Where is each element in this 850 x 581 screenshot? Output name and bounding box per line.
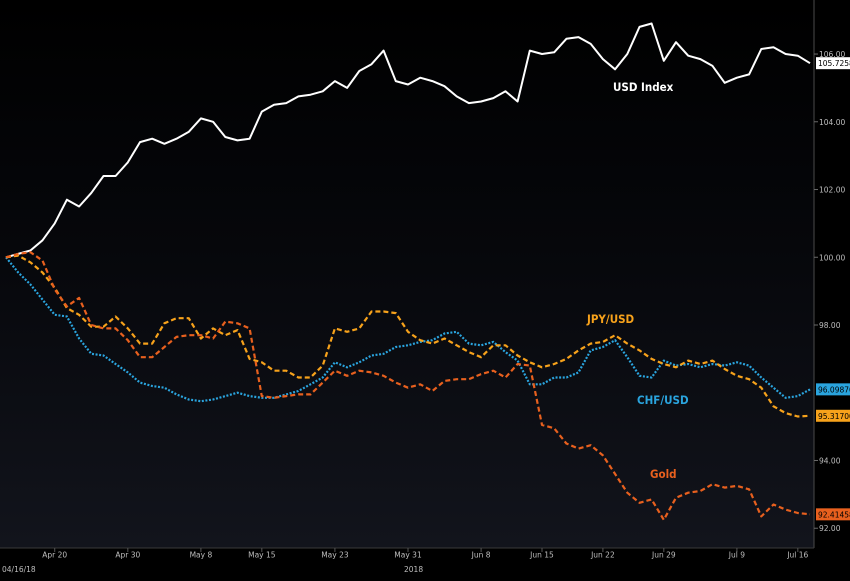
last-value-text-gold: 92.414589 — [818, 510, 850, 519]
last-value-tag-jpy-usd — [816, 409, 850, 422]
x-tick-label: Jul 9 — [728, 551, 745, 560]
x-tick-label: May 31 — [394, 551, 422, 560]
y-tick-label: 92.00 — [819, 524, 841, 533]
x-axis-ticks: Apr 20 Apr 30 May 8 May 15 May 23 May 31 Jun 8… — [42, 548, 809, 560]
y-tick-label: 100.00 — [819, 253, 845, 262]
plot-background — [0, 0, 814, 548]
series-line-usd-index — [5, 22, 811, 259]
x-tick-label: Jul 16 — [786, 551, 808, 560]
x-tick-label: Jun 29 — [651, 551, 676, 560]
last-value-tags: 105.725891 95.317009 96.098701 92.414589 — [816, 57, 850, 521]
last-value-text-jpy-usd: 95.317009 — [818, 412, 850, 421]
x-tick-label: Jun 22 — [590, 551, 615, 560]
y-tick-label: 104.00 — [819, 118, 845, 127]
y-tick-label: 94.00 — [819, 456, 841, 465]
last-value-tag-chf-usd — [816, 383, 850, 396]
x-tick-label: Jun 15 — [529, 551, 554, 560]
series-label-usd-index: USD Index — [613, 80, 674, 94]
x-tick-label: May 8 — [190, 551, 213, 560]
x-tick-label: Apr 30 — [115, 551, 140, 560]
x-tick-label: Apr 20 — [42, 551, 67, 560]
last-value-tag-usd-index — [816, 57, 850, 70]
series-labels: USD Index JPY/USD CHF/USD Gold — [586, 80, 689, 481]
series-line-jpy-usd — [5, 254, 811, 418]
x-tick-label: May 23 — [321, 551, 349, 560]
series-label-gold: Gold — [650, 467, 677, 481]
series-label-chf-usd: CHF/USD — [637, 393, 689, 407]
x-tick-label: May 15 — [248, 551, 276, 560]
last-value-text-chf-usd: 96.098701 — [818, 385, 850, 394]
y-tick-label: 102.00 — [819, 186, 845, 195]
x-tick-label: Jun 8 — [471, 551, 491, 560]
year-label: 2018 — [404, 565, 423, 574]
y-tick-label: 98.00 — [819, 321, 841, 330]
last-value-text-usd-index: 105.725891 — [818, 59, 850, 68]
first-date-label: 04/16/18 — [2, 565, 36, 574]
series-label-jpy-usd: JPY/USD — [586, 312, 635, 326]
y-tick-label: 106.00 — [819, 50, 845, 59]
series-lines — [5, 22, 811, 521]
last-value-tag-gold — [816, 508, 850, 521]
series-line-gold — [5, 251, 811, 521]
y-axis-ticks: 92.00 94.00 98.00 100.00 102.00 104.00 106.00 — [814, 50, 845, 533]
